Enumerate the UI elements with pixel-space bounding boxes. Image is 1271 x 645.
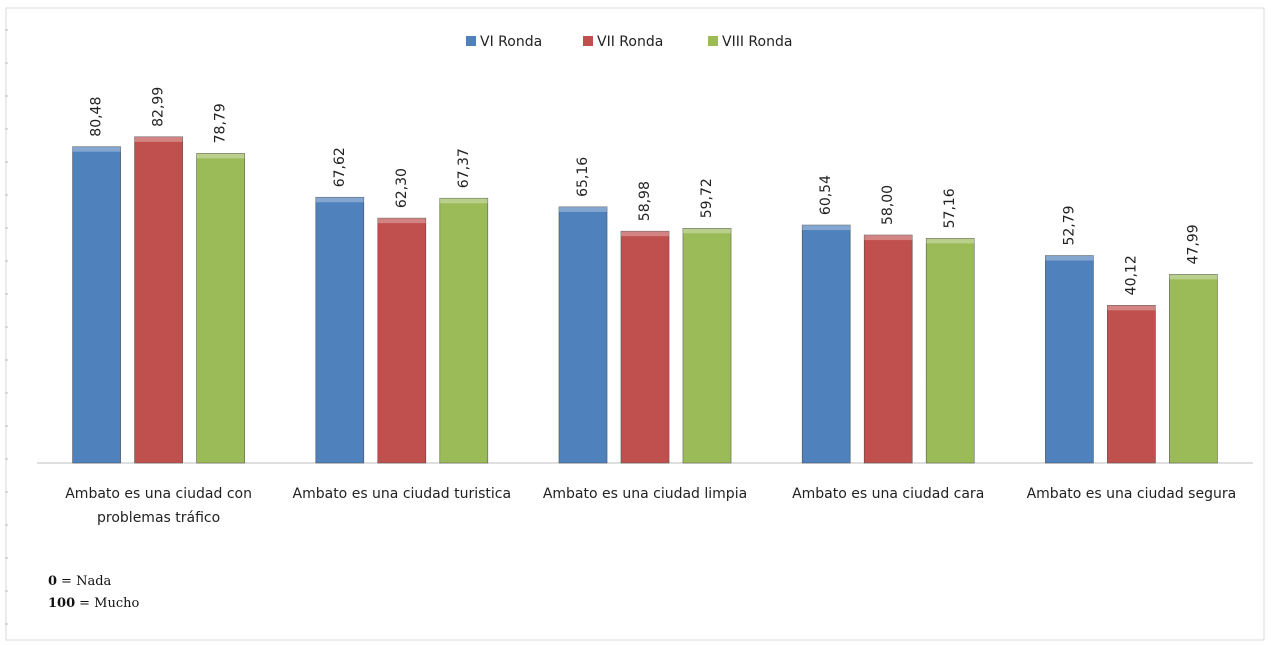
x-tick-label: Ambato es una ciudad turistica — [292, 486, 512, 502]
value-label: 67,37 — [456, 148, 472, 188]
value-label: 58,98 — [637, 181, 653, 221]
note-number: 0 — [48, 574, 58, 589]
value-label: 60,54 — [818, 175, 834, 215]
value-label: 58,00 — [880, 185, 896, 225]
legend-swatch — [583, 36, 593, 46]
bar-top — [802, 225, 851, 231]
bar-top — [315, 197, 364, 203]
bar-top — [1169, 274, 1218, 280]
bar-shade — [802, 225, 851, 463]
value-label: 67,62 — [332, 147, 348, 187]
bar-shade — [621, 231, 669, 463]
x-tick-label: Ambato es una ciudad limpia — [542, 486, 748, 502]
value-label: 57,16 — [942, 188, 958, 228]
frame — [5, 7, 1265, 641]
bar-top — [559, 206, 607, 212]
bar-top — [72, 146, 121, 152]
note: 0 = Nada — [48, 574, 111, 589]
bar-top — [683, 228, 731, 234]
bar-shade — [134, 136, 183, 463]
legend-swatch — [708, 36, 718, 46]
legend-label: VIII Ronda — [722, 34, 792, 50]
note: 100 = Mucho — [48, 596, 139, 611]
bar-top — [134, 136, 183, 142]
value-label: 40,12 — [1123, 255, 1139, 295]
note-text: = Mucho — [79, 596, 140, 611]
legend-label: VII Ronda — [597, 34, 663, 50]
x-tick-label: Ambato es una ciudad segura — [1026, 486, 1237, 502]
bar-top — [1045, 255, 1094, 261]
value-label: 47,99 — [1185, 224, 1201, 264]
x-tick-label: Ambato es una ciudad con problemas tráfi… — [65, 486, 252, 526]
bar-top — [926, 238, 975, 244]
legend-label: VI Ronda — [480, 34, 542, 50]
note-text: = Nada — [61, 574, 112, 589]
bar-shade — [377, 218, 426, 463]
bar-shade — [683, 228, 731, 463]
value-label: 62,30 — [394, 168, 410, 208]
value-label: 80,48 — [89, 97, 105, 137]
bar-shade — [559, 206, 607, 463]
value-label: 52,79 — [1061, 205, 1077, 245]
bar-shade — [315, 197, 364, 463]
value-label: 59,72 — [699, 178, 715, 218]
bar-shade — [1045, 255, 1094, 463]
bar-shade — [926, 238, 975, 463]
bar-shade — [439, 198, 488, 463]
legend-swatch — [466, 36, 476, 46]
bar-top — [377, 218, 426, 224]
bar-top — [1107, 305, 1156, 311]
value-label: 65,16 — [575, 157, 591, 197]
note-number: 100 — [48, 596, 76, 611]
x-tick-label: Ambato es una ciudad cara — [792, 486, 985, 502]
value-label: 82,99 — [151, 87, 167, 127]
bar-top — [621, 231, 669, 237]
bar-top — [864, 235, 913, 241]
bar-shade — [72, 146, 121, 463]
bar-top — [439, 198, 488, 204]
bar-shade — [196, 153, 245, 464]
bar-top — [196, 153, 245, 159]
bar-shade — [1107, 305, 1156, 463]
bar-shade — [1169, 274, 1218, 463]
value-label: 78,79 — [213, 103, 229, 143]
bar-shade — [864, 235, 913, 463]
